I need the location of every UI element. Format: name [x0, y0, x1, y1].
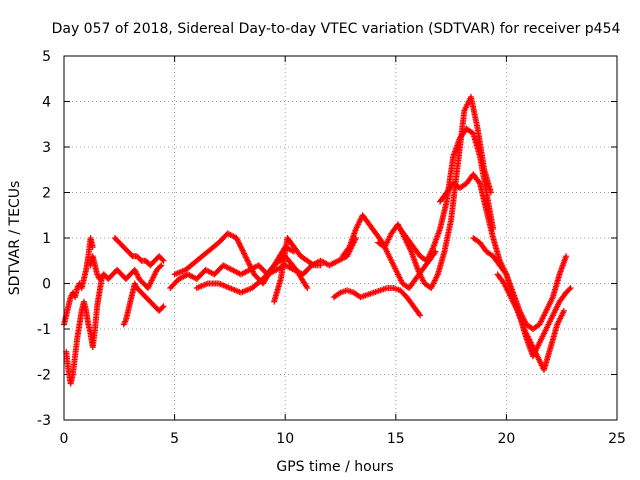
data-point-interp [236, 242, 243, 248]
x-axis-label: GPS time / hours [276, 459, 393, 475]
data-point [160, 257, 167, 264]
data-point [563, 253, 570, 260]
data-point [567, 285, 574, 292]
data-point [233, 235, 240, 241]
data-point [417, 312, 424, 319]
data-point-interp [309, 261, 316, 268]
data-point [304, 285, 311, 292]
y-tick-label: 4 [42, 95, 51, 111]
data-point-interp [157, 263, 164, 270]
y-tick-label: 1 [42, 231, 51, 247]
x-tick-label: 20 [497, 431, 515, 447]
y-tick-label: -3 [37, 413, 51, 429]
data-point-interp [566, 286, 573, 293]
plot-frame [63, 55, 618, 421]
data-point-interp [238, 244, 245, 251]
data-point [160, 303, 167, 310]
chart-title: Day 057 of 2018, Sidereal Day-to-day VTE… [52, 21, 621, 37]
data-point-interp [239, 247, 246, 254]
y-tick-label: 2 [42, 186, 51, 202]
data-point [560, 307, 567, 314]
tick-labels: 0 5 10 15 20 25 -3 -2 -1 0 1 2 3 4 5 [37, 49, 626, 447]
y-tick-label: 5 [42, 49, 51, 65]
data-point-interp [240, 249, 247, 255]
x-tick-label: 10 [276, 431, 294, 447]
x-tick-label: 5 [170, 431, 179, 447]
x-tick-label: 25 [608, 431, 626, 447]
data-point-interp [159, 256, 166, 263]
y-tick-label: -1 [37, 322, 51, 338]
x-tick-label: 0 [60, 431, 69, 447]
data-point-interp [475, 179, 482, 186]
y-tick-label: -2 [37, 368, 51, 384]
data-point [158, 262, 165, 269]
y-tick-label: 3 [42, 140, 51, 156]
y-tick-label: 0 [42, 277, 51, 293]
data-point-interp [502, 270, 509, 277]
data-point-interp [236, 240, 243, 247]
data-point [89, 244, 96, 251]
data-points [61, 93, 574, 387]
x-tick-label: 15 [387, 431, 405, 447]
data-point [317, 262, 324, 269]
data-point-interp [416, 311, 423, 318]
data-point-interp [159, 304, 166, 311]
y-axis-label: SDTVAR / TECUs [7, 181, 23, 296]
data-point-interp [234, 237, 241, 244]
